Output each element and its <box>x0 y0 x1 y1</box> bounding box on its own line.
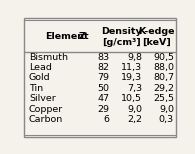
Text: Element: Element <box>45 32 88 41</box>
Text: 90,5: 90,5 <box>153 53 174 61</box>
Text: 80,7: 80,7 <box>153 73 174 82</box>
Text: 0,3: 0,3 <box>159 115 174 124</box>
Text: 29,2: 29,2 <box>153 84 174 93</box>
Text: Z: Z <box>78 32 85 41</box>
Text: Bismuth: Bismuth <box>29 53 68 61</box>
Text: 47: 47 <box>97 94 109 103</box>
Text: Density
[g/cm³]: Density [g/cm³] <box>101 27 142 47</box>
Text: 83: 83 <box>97 53 109 61</box>
Text: 9,0: 9,0 <box>159 105 174 114</box>
Text: 88,0: 88,0 <box>153 63 174 72</box>
Text: Copper: Copper <box>29 105 63 114</box>
Text: Lead: Lead <box>29 63 52 72</box>
Text: 6: 6 <box>103 115 109 124</box>
Text: 82: 82 <box>97 63 109 72</box>
Text: 10,5: 10,5 <box>121 94 142 103</box>
Text: 19,3: 19,3 <box>121 73 142 82</box>
Text: Gold: Gold <box>29 73 51 82</box>
Text: 9,0: 9,0 <box>127 105 142 114</box>
Text: 79: 79 <box>97 73 109 82</box>
Text: 11,3: 11,3 <box>121 63 142 72</box>
Text: Carbon: Carbon <box>29 115 63 124</box>
Text: 9,8: 9,8 <box>127 53 142 61</box>
Text: 2,2: 2,2 <box>127 115 142 124</box>
Text: 50: 50 <box>97 84 109 93</box>
Text: 29: 29 <box>97 105 109 114</box>
Text: 25,5: 25,5 <box>153 94 174 103</box>
Text: Silver: Silver <box>29 94 56 103</box>
Text: K-edge
[keV]: K-edge [keV] <box>138 27 175 47</box>
Text: Tin: Tin <box>29 84 43 93</box>
Text: 7,3: 7,3 <box>127 84 142 93</box>
